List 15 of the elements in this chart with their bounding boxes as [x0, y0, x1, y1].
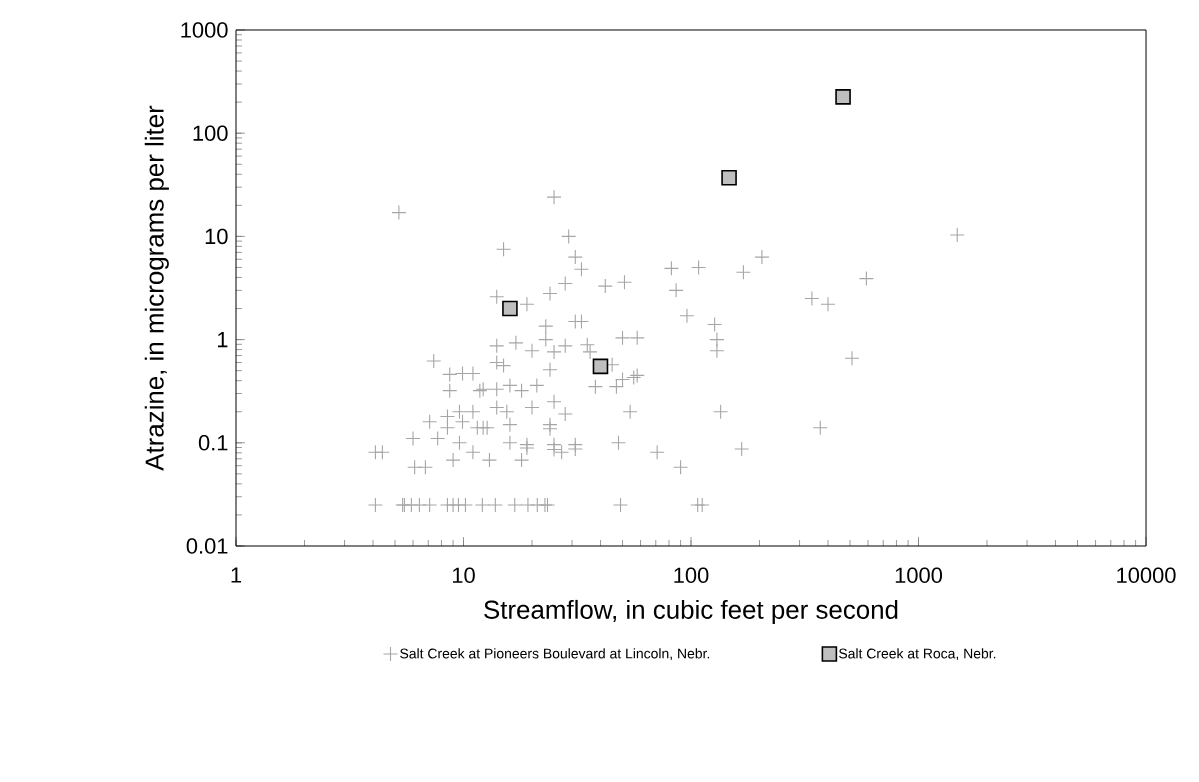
x-tick-label: 1: [231, 567, 242, 583]
legend-label: Salt Creek at Roca, Nebr.: [839, 648, 996, 661]
y-tick-label: 1000: [181, 22, 228, 38]
x-tick-label: 100: [674, 567, 709, 584]
x-tick-label: 10: [452, 567, 475, 584]
y-tick-label: 1: [217, 332, 228, 348]
y-tick-label: 0.1: [198, 435, 228, 451]
y-tick-label: 0.01: [186, 538, 228, 554]
y-tick-label: 10: [205, 228, 228, 245]
x-axis-title: Streamflow, in cubic feet per second: [484, 599, 898, 625]
x-tick-label: 1000: [895, 567, 943, 584]
x-tick-label: 10000: [1117, 567, 1176, 584]
y-axis-title: Atrazine, in micrograms per liter: [144, 105, 169, 471]
y-tick-label: 100: [193, 125, 228, 141]
legend-label: Salt Creek at Pioneers Boulevard at Lincoln, Nebr.: [400, 648, 710, 661]
